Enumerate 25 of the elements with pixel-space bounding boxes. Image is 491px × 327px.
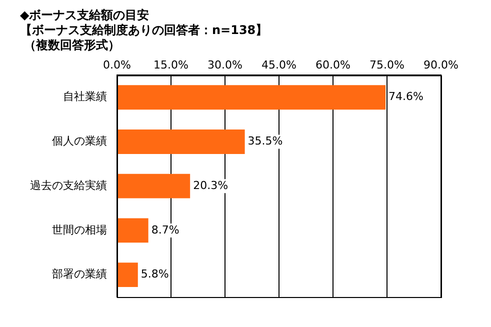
y-tick-label: 部署の業績 — [52, 268, 107, 281]
data-label: 8.7% — [151, 223, 180, 236]
bar — [118, 262, 138, 288]
data-label: 74.6% — [388, 90, 424, 104]
x-tick-label: 30.0% — [208, 58, 242, 72]
x-tick-label: 15.0% — [154, 58, 188, 72]
x-tick-label: 45.0% — [262, 58, 296, 72]
bar — [118, 174, 190, 198]
text: （複数回答形式） — [23, 38, 121, 53]
bar — [118, 130, 245, 154]
chart-title: ◆ボーナス支給額の目安 — [20, 8, 150, 23]
x-tick-label: 90.0% — [424, 58, 458, 72]
y-tick-label: 個人の業績 — [52, 134, 107, 148]
x-tick-label: 0.0% — [103, 58, 131, 72]
data-label: 35.5% — [248, 134, 283, 148]
y-tick-label: 自社業績 — [63, 90, 107, 104]
chart-subtitle: 【ボーナス支給制度ありの回答者：n=138】 — [20, 23, 268, 38]
x-tick-label: 60.0% — [316, 58, 350, 72]
data-label: 5.8% — [140, 268, 169, 281]
x-tick-label: 75.0% — [370, 58, 404, 72]
y-tick-label: 過去の支給実績 — [30, 178, 107, 192]
data-label: 20.3% — [193, 178, 228, 192]
y-tick-label: 世間の相場 — [52, 223, 107, 236]
bar — [118, 218, 148, 243]
bar — [118, 85, 386, 110]
